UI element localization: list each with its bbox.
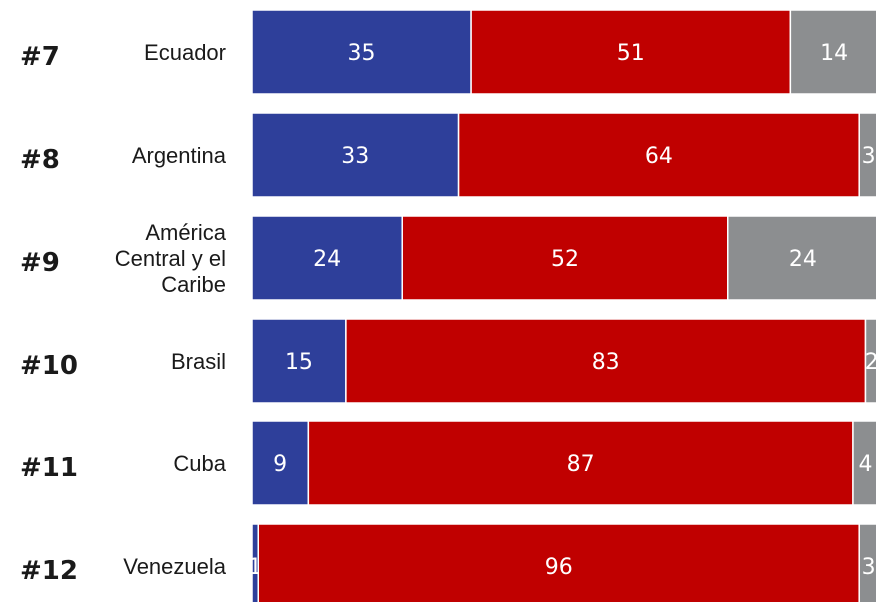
country-label: América bbox=[145, 220, 226, 245]
country-label: Central y el bbox=[115, 246, 226, 271]
bar-value-label: 2 bbox=[865, 350, 876, 375]
bar-value-label: 24 bbox=[789, 247, 817, 272]
rank-label: #7 bbox=[20, 42, 60, 72]
bar-value-label: 35 bbox=[348, 41, 376, 66]
bar-value-label: 9 bbox=[273, 452, 287, 477]
bar-segment bbox=[858, 112, 876, 198]
bar-segment bbox=[345, 318, 867, 404]
country-label: Ecuador bbox=[144, 40, 226, 65]
bar-segment bbox=[307, 420, 854, 506]
bar-value-label: 14 bbox=[820, 41, 848, 66]
bar-segment bbox=[251, 215, 403, 301]
country-label: Venezuela bbox=[123, 554, 227, 579]
bar-value-label: 51 bbox=[617, 41, 645, 66]
bar-segment bbox=[858, 523, 876, 602]
bar-segment bbox=[257, 523, 860, 602]
bar-segment bbox=[251, 420, 310, 506]
bar-segment bbox=[852, 420, 876, 506]
bar-value-label: 33 bbox=[341, 144, 369, 169]
rank-label: #11 bbox=[20, 453, 78, 483]
bar-value-label: 96 bbox=[545, 555, 573, 580]
bar-value-label: 83 bbox=[592, 350, 620, 375]
rank-label: #8 bbox=[20, 145, 60, 175]
bar-segment bbox=[251, 112, 460, 198]
rank-label: #12 bbox=[20, 556, 78, 586]
rank-label: #9 bbox=[20, 248, 60, 278]
bar-value-label: 3 bbox=[862, 144, 876, 169]
country-label: Caribe bbox=[161, 272, 226, 297]
bar-segment bbox=[251, 9, 472, 95]
bar-value-label: 3 bbox=[862, 555, 876, 580]
bar-value-label: 64 bbox=[645, 144, 673, 169]
bar-value-label: 4 bbox=[858, 452, 872, 477]
bar-segment bbox=[251, 318, 347, 404]
rank-label: #10 bbox=[20, 351, 78, 381]
bar-segment bbox=[470, 9, 792, 95]
bar-segment bbox=[727, 215, 876, 301]
bar-value-label: 24 bbox=[313, 247, 341, 272]
country-label: Cuba bbox=[173, 451, 226, 476]
bar-value-label: 52 bbox=[551, 247, 579, 272]
bar-value-label: 15 bbox=[285, 350, 313, 375]
country-label: Brasil bbox=[171, 349, 226, 374]
country-label: Argentina bbox=[132, 143, 227, 168]
bar-segment bbox=[401, 215, 729, 301]
bar-value-label: 87 bbox=[567, 452, 595, 477]
bar-segment bbox=[864, 318, 876, 404]
bar-segment bbox=[789, 9, 876, 95]
bar-segment bbox=[457, 112, 860, 198]
